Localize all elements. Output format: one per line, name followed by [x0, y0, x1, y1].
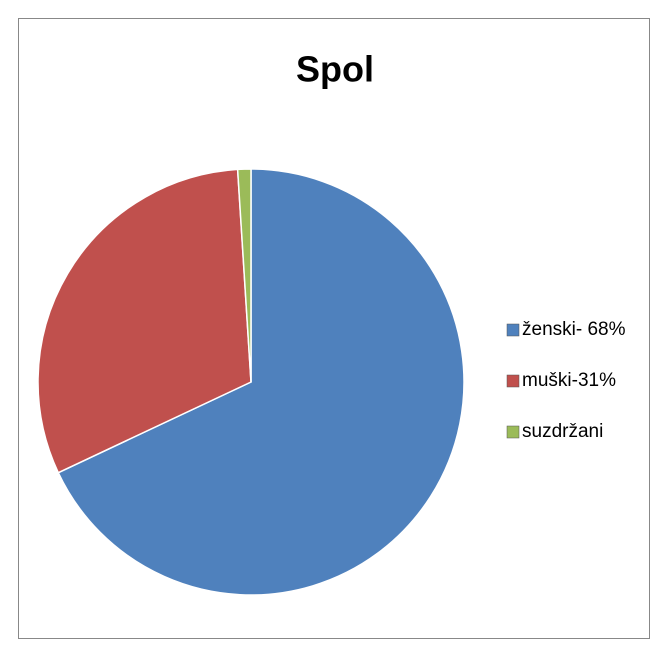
pie-slice — [57, 168, 465, 596]
chart-title: Spol — [296, 49, 374, 90]
legend-swatch — [506, 323, 520, 337]
legend-label: suzdržani — [522, 421, 603, 442]
legend-swatch — [506, 425, 520, 439]
pie-slice — [236, 168, 252, 383]
legend-label: ženski- 68% — [522, 319, 626, 340]
legend-swatch — [506, 374, 520, 388]
pie-slice — [37, 168, 252, 474]
legend-label: muški-31% — [522, 370, 616, 391]
